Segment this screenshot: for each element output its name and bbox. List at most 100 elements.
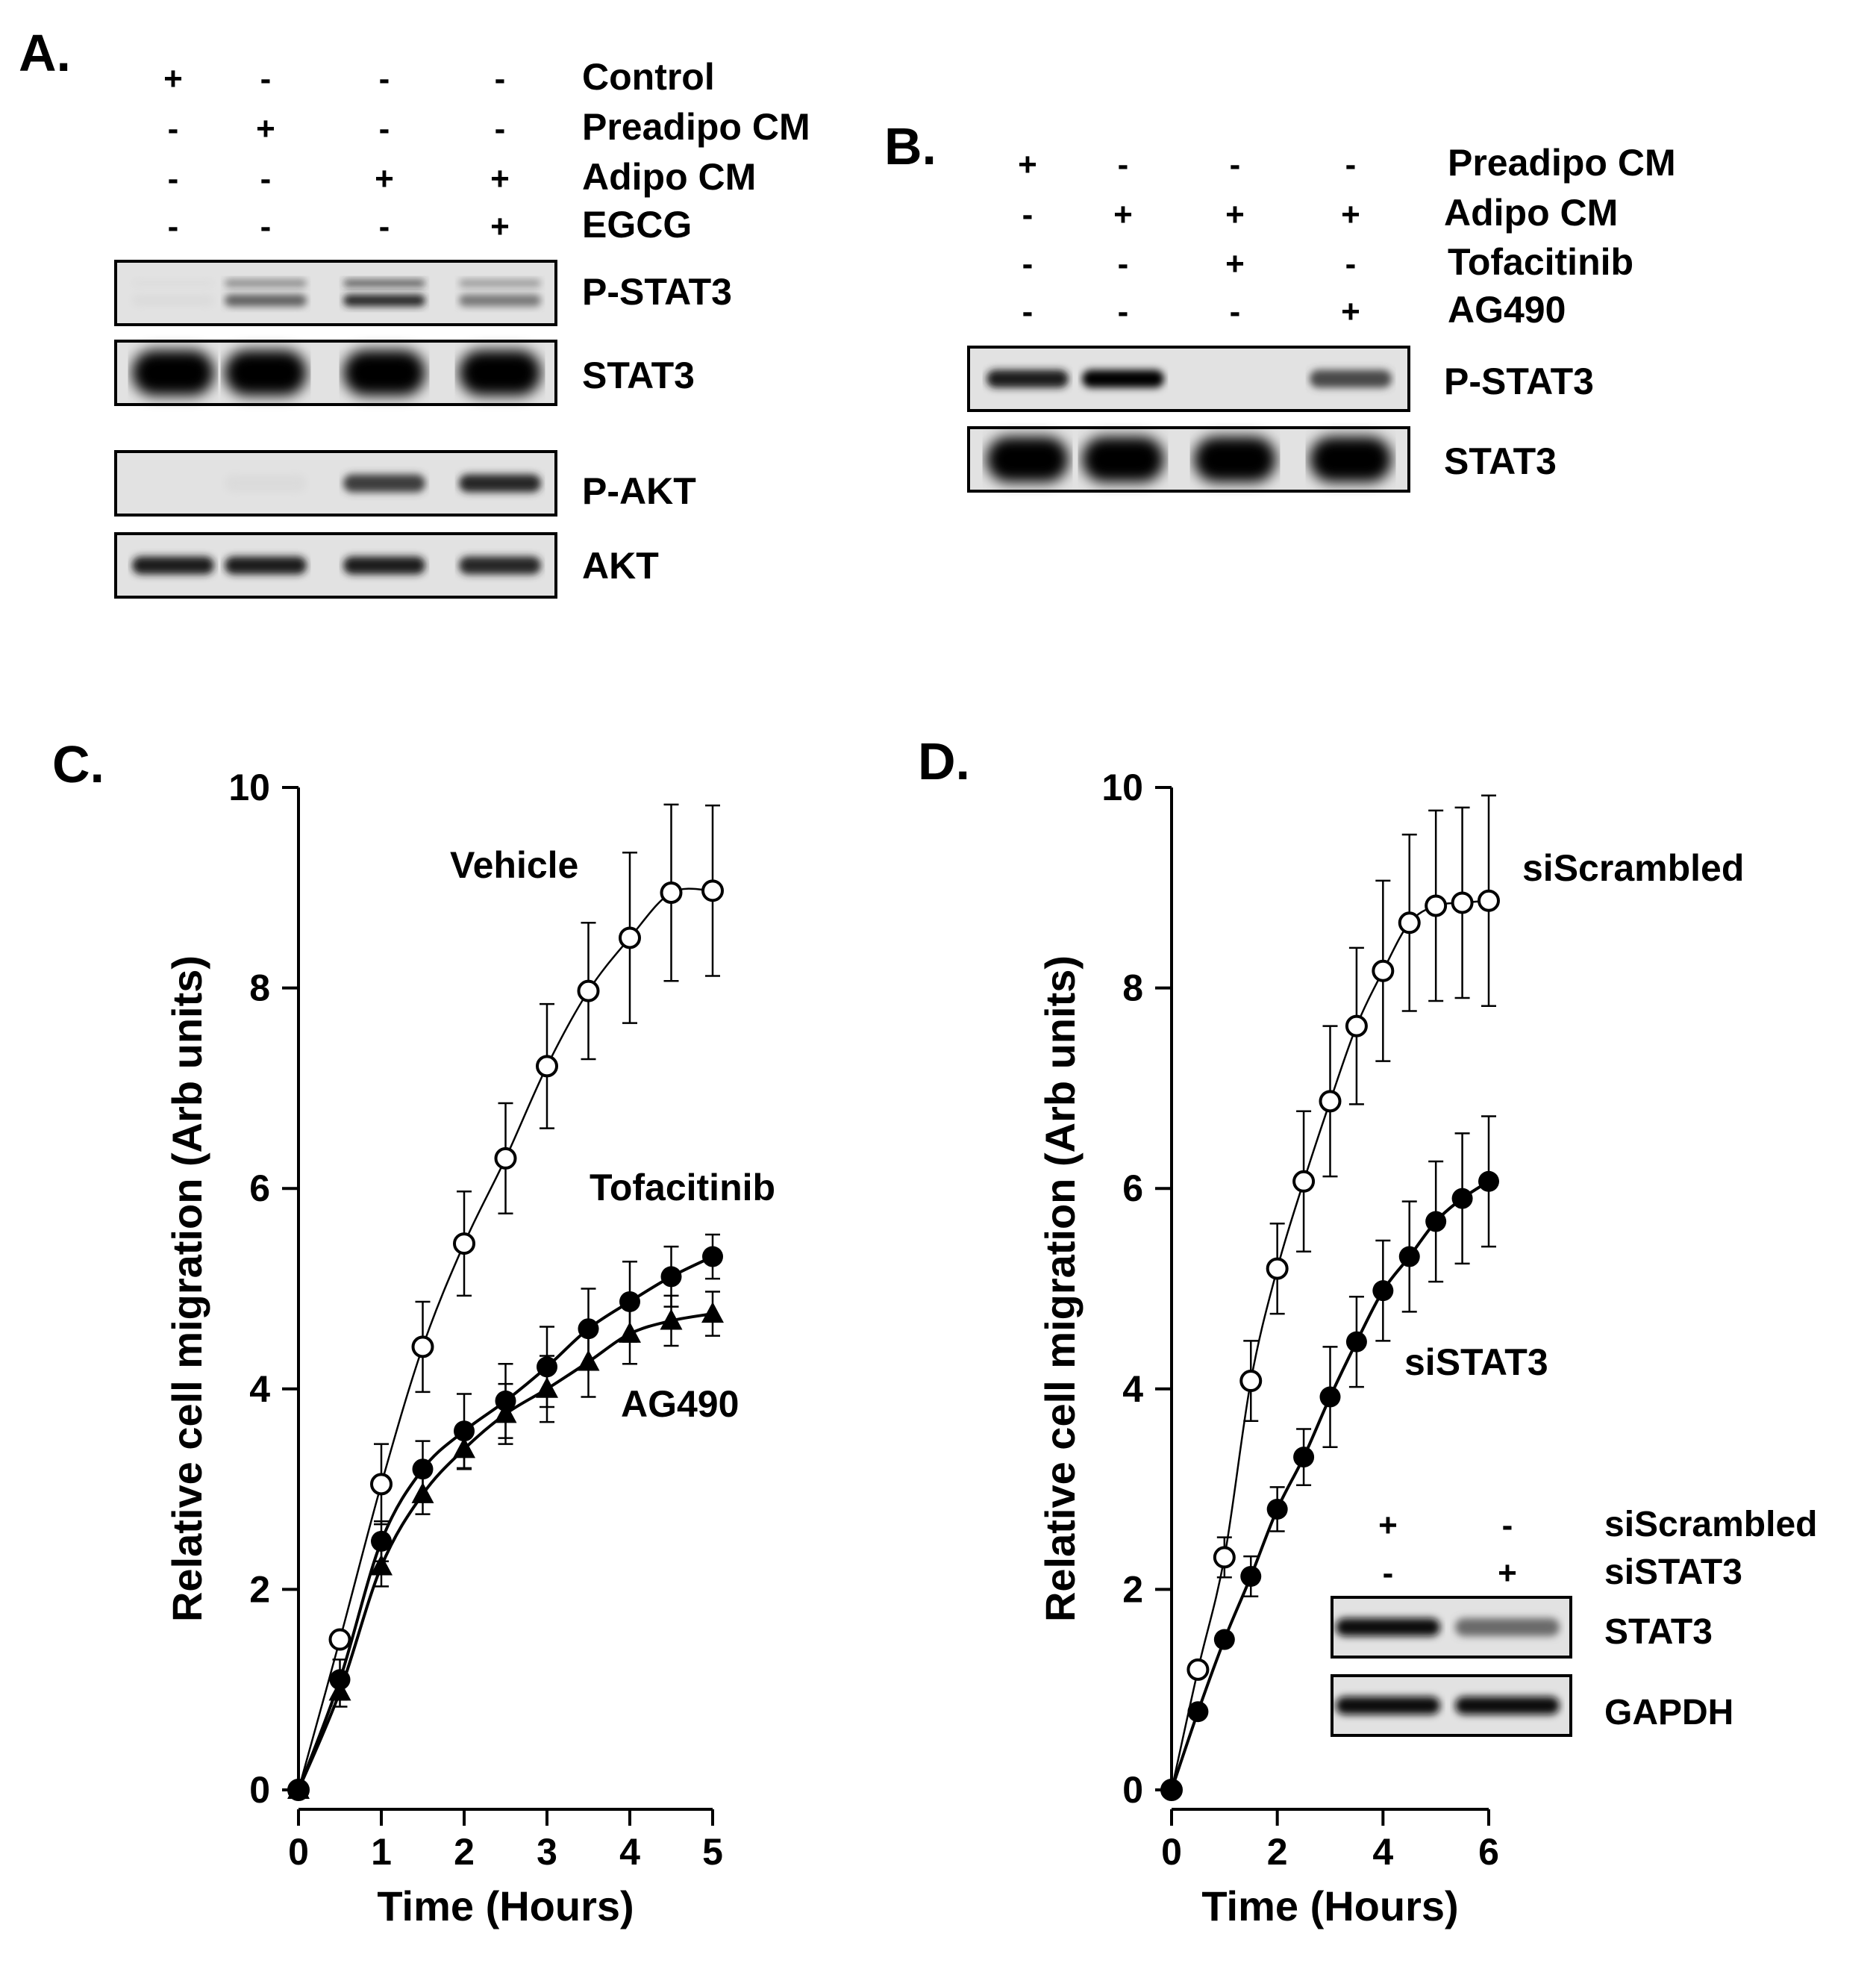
panel-b-band <box>1310 369 1392 388</box>
data-point <box>1425 894 1448 917</box>
data-point <box>702 1246 723 1267</box>
data-point <box>701 879 724 902</box>
panel-a-blot-label: AKT <box>582 545 659 587</box>
data-point <box>411 1482 434 1503</box>
panel-a-band <box>343 279 425 287</box>
panel-a-blot-label: P-STAT3 <box>582 271 732 313</box>
data-point <box>660 1266 682 1288</box>
data-point <box>1478 1170 1499 1192</box>
panel-a-band <box>459 474 541 493</box>
data-point <box>1213 1546 1236 1569</box>
inset-blot-label: GAPDH <box>1604 1693 1733 1732</box>
data-point <box>1398 1246 1420 1267</box>
x-tick-label: 1 <box>371 1831 392 1873</box>
y-tick-label: 10 <box>228 767 270 808</box>
y-tick-label: 0 <box>1122 1769 1143 1811</box>
panel-b-blot-strips <box>967 346 1410 493</box>
panel-b-blot-label: STAT3 <box>1444 440 1557 482</box>
data-point <box>660 1308 683 1330</box>
data-point <box>1292 1170 1316 1193</box>
panel-a-band <box>459 556 541 575</box>
panel-a-band <box>225 474 307 493</box>
condition-sign: + <box>1341 293 1360 330</box>
y-tick-label: 2 <box>249 1568 270 1610</box>
panel-b-band <box>1082 369 1164 388</box>
x-tick-label: 0 <box>288 1831 309 1873</box>
panel-a-band <box>225 279 307 287</box>
panel-b-band <box>987 369 1069 388</box>
panel-a-condition-label: Control <box>582 56 715 98</box>
panel-a-band <box>132 279 214 287</box>
panel-a-band <box>225 556 307 575</box>
panel-a-band <box>459 294 541 307</box>
x-tick-label: 4 <box>619 1831 640 1873</box>
panel-a-blot-strips <box>114 260 557 599</box>
data-point <box>494 1402 517 1423</box>
panel-d-migration-chart: 0 2 4 6 8 10 0 2 4 6 Time (Hours) Relative cell mig… <box>1037 767 1744 1929</box>
condition-sign: - <box>168 208 179 245</box>
condition-sign: - <box>1502 1507 1513 1544</box>
data-point <box>1319 1090 1342 1113</box>
condition-sign: - <box>168 160 179 197</box>
condition-sign: - <box>495 60 506 97</box>
condition-sign: + <box>375 160 394 197</box>
inset-blot-label: STAT3 <box>1604 1612 1713 1652</box>
condition-sign: + <box>1113 196 1133 233</box>
panel-b-sign-grid: + - - - - + + + - - + - - - - + <box>1018 146 1360 330</box>
y-tick-label: 10 <box>1101 767 1143 808</box>
x-axis-label: Time (Hours) <box>1201 1882 1458 1929</box>
inset-condition-label: siScrambled <box>1604 1505 1817 1544</box>
data-point <box>619 1291 640 1312</box>
panel-a-letter: A. <box>19 24 71 82</box>
data-point <box>1240 1565 1262 1587</box>
data-point <box>536 1055 558 1078</box>
y-tick-label: 6 <box>1122 1167 1143 1209</box>
y-tick-label: 8 <box>249 967 270 1009</box>
inset-sign-grid: + - - + <box>1378 1507 1517 1591</box>
data-point <box>1372 959 1395 982</box>
condition-sign: - <box>1230 293 1241 330</box>
x-tick-label: 6 <box>1478 1831 1499 1873</box>
y-tick-label: 0 <box>249 1769 270 1811</box>
condition-sign: - <box>1345 246 1357 282</box>
condition-sign: + <box>1225 196 1245 233</box>
data-point <box>411 1335 434 1358</box>
data-point <box>494 1146 517 1170</box>
y-tick-label: 4 <box>249 1368 270 1410</box>
panel-a-band <box>132 350 214 396</box>
data-point <box>370 1554 393 1576</box>
data-point <box>453 1437 475 1458</box>
panel-a-band <box>459 279 541 287</box>
panel-a-band <box>343 556 425 575</box>
condition-sign: - <box>1022 293 1034 330</box>
data-point <box>1345 1331 1367 1352</box>
panel-c-migration-chart: 0 2 4 6 8 10 0 1 2 3 4 5 Time (Hours) Relative cell m… <box>163 767 775 1929</box>
data-point <box>1161 1779 1182 1800</box>
data-point <box>1372 1280 1394 1302</box>
panel-b-western-blot: Preadipo CM Adipo CM Tofacitinib AG490 +… <box>967 142 1676 493</box>
data-point <box>1186 1658 1210 1681</box>
panel-a-condition-rows: Control Preadipo CM Adipo CM EGCG <box>582 56 810 246</box>
panel-b-band <box>987 437 1069 482</box>
condition-sign: - <box>168 110 179 147</box>
condition-sign: + <box>256 110 275 147</box>
panel-b-band <box>1082 437 1164 482</box>
panel-a-blot-label: STAT3 <box>582 355 695 396</box>
condition-sign: - <box>1118 146 1129 183</box>
data-point <box>577 979 600 1002</box>
condition-sign: - <box>379 60 390 97</box>
condition-sign: - <box>260 60 272 97</box>
x-axis-label: Time (Hours) <box>377 1882 634 1929</box>
panel-a-band <box>225 350 307 396</box>
series-label: siScrambled <box>1522 847 1744 889</box>
panel-b-band <box>1310 437 1392 482</box>
series-label: Vehicle <box>450 844 578 886</box>
x-tick-label: 2 <box>454 1831 475 1873</box>
data-point <box>1187 1701 1209 1723</box>
data-point <box>619 1321 641 1343</box>
panel-a-blot-label: P-AKT <box>582 470 696 512</box>
data-point <box>1398 911 1421 935</box>
inset-condition-label: siSTAT3 <box>1604 1553 1742 1592</box>
data-point <box>370 1473 393 1496</box>
condition-sign: - <box>1118 246 1129 282</box>
